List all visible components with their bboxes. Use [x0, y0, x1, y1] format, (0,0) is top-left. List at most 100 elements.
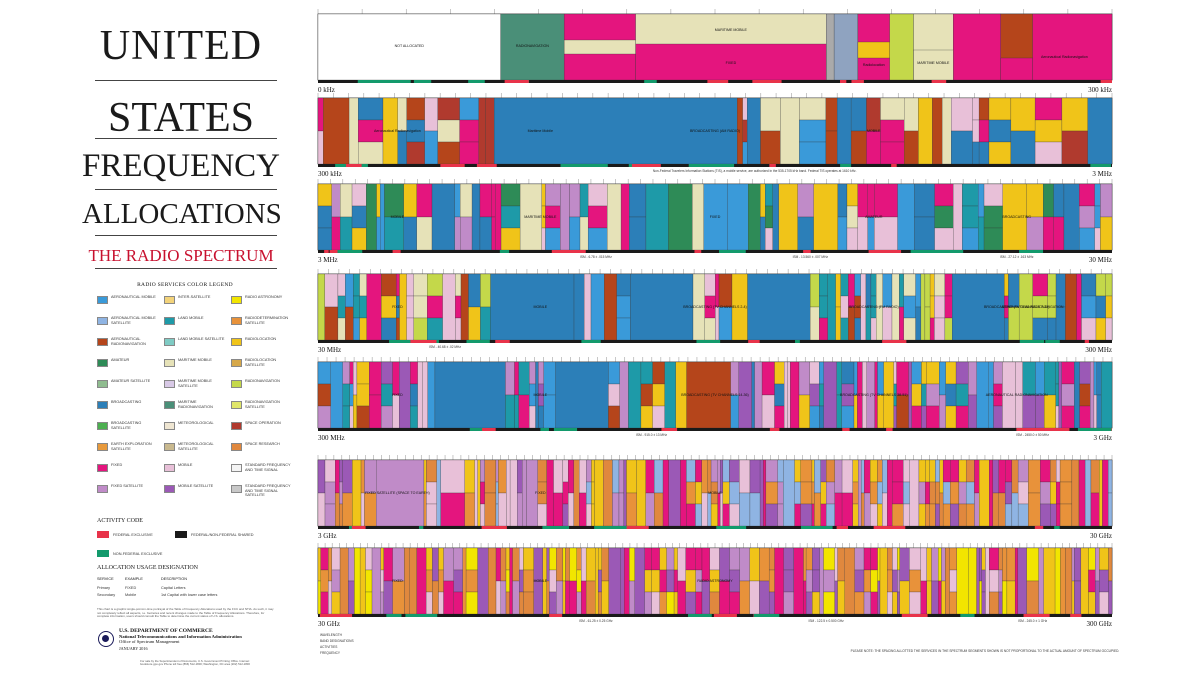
band-segment — [568, 492, 575, 527]
band-segment — [727, 183, 749, 251]
band-segment — [477, 459, 481, 527]
band-segment — [356, 383, 370, 407]
legend-swatch — [164, 485, 175, 493]
band-segment — [330, 361, 343, 429]
band-segment — [920, 580, 927, 615]
band-segment — [490, 273, 575, 341]
band-segment — [921, 405, 927, 429]
band-segment — [1002, 547, 1008, 582]
band-segment — [460, 216, 473, 251]
band-segment — [608, 383, 620, 407]
band-segment — [1056, 503, 1061, 527]
band-segment — [464, 492, 475, 527]
band-segment — [455, 273, 462, 297]
band-segment — [768, 591, 775, 615]
band-segment — [993, 361, 1003, 385]
activity-strip-segment — [873, 526, 884, 529]
band-label: RADIONAVIGATION — [516, 44, 549, 48]
band-segment — [587, 205, 608, 229]
activity-strip-segment — [930, 250, 964, 253]
band-segment — [549, 547, 557, 571]
band-segment — [356, 361, 370, 385]
band-segment — [783, 591, 794, 615]
band-segment — [747, 273, 811, 341]
range-start-label: 0 kHz — [318, 86, 335, 94]
band-segment — [797, 216, 814, 251]
band-segment — [1053, 183, 1065, 218]
legend-swatch — [164, 401, 175, 409]
band-segment — [819, 361, 824, 385]
band-segment — [1056, 459, 1061, 483]
band-segment — [798, 361, 810, 396]
band-segment — [352, 459, 362, 527]
band-segment — [591, 459, 595, 483]
range-end-label: 30 GHz — [1090, 532, 1112, 540]
band-segment — [677, 547, 686, 582]
band-segment — [533, 547, 543, 582]
band-segment — [1054, 547, 1061, 615]
band-segment — [840, 317, 849, 341]
band-segment — [427, 295, 443, 319]
band-segment — [365, 591, 373, 615]
band-segment — [440, 492, 465, 527]
band-segment — [887, 547, 893, 571]
band-segment — [468, 273, 481, 308]
band-segment — [495, 580, 501, 615]
title-line-3: FREQUENCY — [82, 148, 281, 184]
band-segment — [365, 547, 373, 571]
band-segment — [603, 459, 613, 527]
band-segment — [584, 273, 592, 341]
band-segment — [438, 569, 444, 593]
band-segment — [465, 547, 478, 571]
band-segment — [351, 183, 367, 207]
activity-strip-segment — [329, 250, 338, 253]
band-segment — [543, 361, 556, 396]
legend-swatch — [164, 443, 175, 451]
legend-swatch — [231, 359, 242, 367]
band-segment — [668, 183, 693, 251]
band-segment — [1017, 503, 1029, 527]
band-segment — [717, 459, 721, 494]
band-segment — [376, 459, 425, 527]
left-panel: UNITED STATES FREQUENCY ALLOCATIONS THE … — [0, 0, 300, 675]
legend-swatch — [231, 485, 242, 493]
band-segment — [965, 481, 975, 505]
band-segment — [858, 459, 862, 527]
band-segment — [774, 547, 784, 615]
band-segment — [819, 405, 824, 429]
band-segment — [998, 492, 1006, 527]
band-segment — [938, 547, 942, 582]
band-segment — [998, 591, 1003, 615]
activity-strip-segment — [1054, 526, 1060, 529]
band-label: RADIO ASTRONOMY — [697, 579, 733, 583]
band-segment — [546, 459, 554, 527]
band-segment — [968, 394, 977, 429]
activity-strip-segment — [1023, 614, 1050, 617]
band-segment — [931, 547, 939, 582]
band-segment — [880, 141, 905, 165]
band-segment — [1095, 273, 1106, 297]
band-segment — [331, 569, 341, 593]
band-segment — [827, 273, 836, 341]
band-segment — [777, 503, 784, 527]
band-segment — [826, 459, 835, 483]
band-segment — [861, 492, 865, 527]
band-segment — [1028, 459, 1041, 494]
band-segment — [594, 459, 604, 527]
band-segment — [608, 547, 621, 615]
band-segment — [509, 547, 513, 615]
department-block: U.S. DEPARTMENT OF COMMERCE National Tel… — [119, 628, 289, 651]
band-segment — [805, 591, 813, 615]
band-segment — [751, 361, 755, 429]
band-segment — [819, 273, 828, 297]
legend-label: LAND MOBILE — [178, 316, 204, 320]
band-segment — [935, 459, 940, 483]
band-segment — [443, 580, 454, 615]
band-segment — [383, 580, 393, 615]
activity-strip-segment — [1077, 428, 1112, 431]
band-segment — [427, 361, 436, 429]
band-segment — [835, 306, 841, 341]
band-segment — [793, 547, 804, 615]
legend-item: FIXED SATELLITE — [97, 483, 161, 505]
band-segment — [549, 569, 557, 593]
